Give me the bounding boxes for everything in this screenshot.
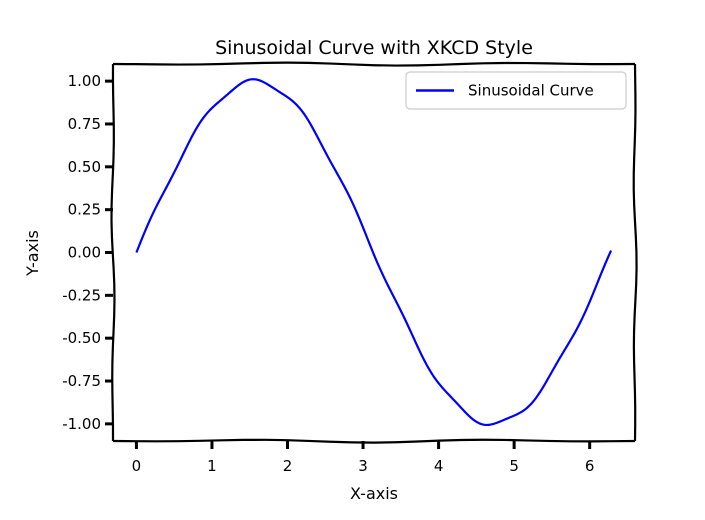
- spine-right: [632, 63, 638, 442]
- y-tick-label: -0.75: [62, 372, 101, 390]
- y-tick-label: 0.25: [68, 201, 101, 219]
- x-tick-label: 0: [132, 457, 142, 475]
- y-tick-label: 0.50: [68, 158, 101, 176]
- y-tick-label: -0.50: [62, 329, 101, 347]
- y-tick-label: -0.25: [62, 286, 101, 304]
- spine-bottom: [112, 438, 636, 444]
- x-tick-label: 6: [585, 457, 595, 475]
- series-line-sinusoidal: [135, 78, 613, 427]
- x-tick-label: 3: [358, 457, 368, 475]
- x-tick-label: 5: [509, 457, 519, 475]
- legend-box: [405, 71, 627, 110]
- y-axis-label: Y-axis: [23, 230, 42, 277]
- x-tick-label: 4: [434, 457, 444, 475]
- y-tick-label: 1.00: [68, 72, 101, 90]
- x-tick-label: 2: [283, 457, 293, 475]
- x-axis-label: X-axis: [350, 484, 398, 503]
- y-tick-label: 0.00: [68, 244, 101, 262]
- y-tick-label: -1.00: [62, 415, 101, 433]
- x-tick-label: 1: [207, 457, 217, 475]
- y-tick-label: 0.75: [68, 115, 101, 133]
- legend-label-sinusoidal: Sinusoidal Curve: [468, 82, 594, 100]
- chart-title: Sinusoidal Curve with XKCD Style: [215, 37, 533, 59]
- spine-top: [112, 61, 636, 67]
